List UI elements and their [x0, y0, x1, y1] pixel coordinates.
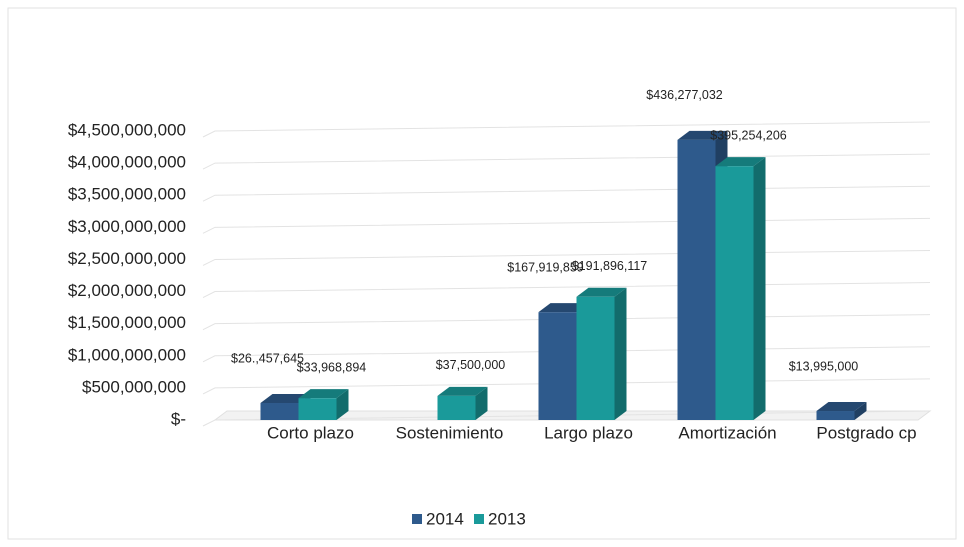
x-tick-label: Sostenimiento	[396, 423, 504, 442]
bar	[298, 398, 337, 420]
data-label: $13,995,000	[789, 359, 859, 373]
legend-swatch	[474, 514, 484, 524]
y-tick-label: $1,000,000,000	[68, 345, 186, 364]
y-tick-label: $-	[171, 409, 186, 428]
y-tick-label: $2,500,000,000	[68, 249, 186, 268]
bar-side	[475, 386, 488, 420]
y-tick-label: $4,000,000,000	[68, 153, 186, 172]
x-tick-label: Corto plazo	[267, 423, 354, 442]
bar	[437, 395, 476, 420]
bar-top	[715, 157, 766, 167]
bar-top	[576, 287, 627, 297]
bar	[677, 139, 716, 420]
y-tick-label: $3,500,000,000	[68, 185, 186, 204]
grid-line	[202, 121, 931, 138]
legend-swatch	[412, 514, 422, 524]
bar-top	[677, 130, 728, 140]
x-tick-label: Largo plazo	[544, 423, 633, 442]
data-label: $436,277,032	[646, 88, 723, 102]
y-tick-label: $1,500,000,000	[68, 313, 186, 332]
bar	[538, 312, 577, 420]
bar-side	[336, 389, 349, 420]
bar-side	[854, 402, 867, 420]
y-tick-label: $4,500,000,000	[68, 120, 186, 139]
data-label: $37,500,000	[436, 358, 506, 372]
bar-top	[298, 389, 349, 399]
bar	[816, 411, 855, 420]
bar-side	[753, 157, 766, 420]
bar-side	[614, 287, 627, 420]
data-label: $191,896,117	[572, 259, 648, 273]
bar	[260, 403, 299, 420]
y-tick-label: $500,000,000	[82, 377, 186, 396]
bar-top	[538, 303, 589, 313]
bar	[576, 296, 615, 420]
bar-top	[437, 386, 488, 396]
data-label: $33,968,894	[297, 360, 367, 374]
chart-frame	[7, 7, 957, 540]
bar-top	[260, 394, 311, 404]
legend-label: 2014	[426, 509, 464, 528]
data-label: $395,254,206	[710, 128, 787, 142]
bar-top	[816, 402, 867, 412]
x-tick-label: Postgrado cp	[816, 423, 916, 442]
data-label: $26.,457,645	[231, 351, 304, 365]
data-label: $167,919,859	[507, 260, 584, 274]
x-tick-label: Amortización	[678, 423, 776, 442]
bar	[715, 166, 754, 420]
y-tick-label: $3,000,000,000	[68, 217, 186, 236]
legend-label: 2013	[488, 509, 526, 528]
y-tick-label: $2,000,000,000	[68, 281, 186, 300]
